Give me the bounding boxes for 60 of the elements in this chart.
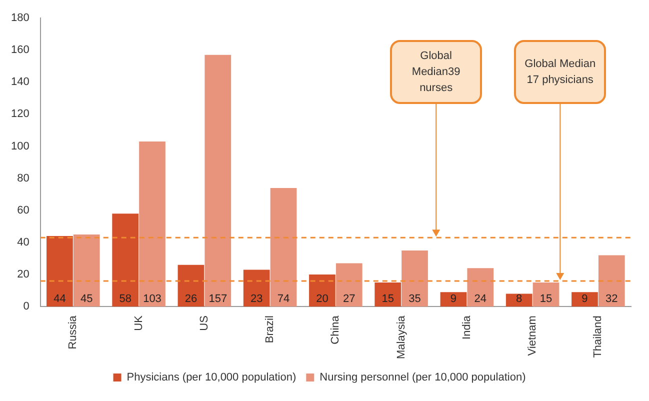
bar xyxy=(46,236,73,307)
x-tick-label: India xyxy=(460,314,473,340)
data-label: 8 xyxy=(516,293,522,306)
data-label: 157 xyxy=(208,293,228,306)
bar xyxy=(112,214,139,307)
data-label: 44 xyxy=(54,293,66,306)
y-tick-label: 20 xyxy=(17,268,30,281)
data-label: 26 xyxy=(184,293,198,306)
data-label: 32 xyxy=(606,293,618,306)
data-label: 20 xyxy=(316,293,328,306)
data-label: 74 xyxy=(277,293,290,306)
bar xyxy=(270,188,297,307)
x-tick-label: Russia xyxy=(67,314,80,350)
data-label: 103 xyxy=(143,293,162,306)
data-label: 15 xyxy=(540,293,552,306)
y-tick-label: 180 xyxy=(10,12,30,24)
bar xyxy=(336,263,362,307)
bar xyxy=(73,234,100,307)
bar xyxy=(402,250,428,307)
x-tick-label: US xyxy=(198,316,210,331)
bar xyxy=(572,292,598,307)
x-tick-label: China xyxy=(330,314,342,344)
x-tick-label: Brazil xyxy=(264,316,276,344)
bar xyxy=(598,255,625,307)
data-label: 9 xyxy=(450,293,457,306)
x-tick-label: Vietnam xyxy=(526,316,539,356)
annotation: Global Median39 nurses xyxy=(410,49,462,96)
bar xyxy=(532,282,560,307)
y-tick-label: 0 xyxy=(23,300,30,313)
bar xyxy=(309,274,336,307)
bar xyxy=(204,54,232,307)
y-tick-label: 100 xyxy=(10,140,30,152)
x-tick-label: Malaysia xyxy=(395,314,408,359)
bar xyxy=(243,270,270,307)
data-label: 24 xyxy=(474,293,487,306)
legend-label: Nursing personnel (per 10,000 population) xyxy=(320,372,526,384)
data-label: 23 xyxy=(250,293,263,306)
callout-box: Global Median39 nurses xyxy=(390,40,482,104)
data-label: 35 xyxy=(408,293,421,306)
bar xyxy=(139,141,166,307)
data-label: 27 xyxy=(343,293,356,306)
y-tick-label: 160 xyxy=(10,44,30,56)
data-label: 45 xyxy=(80,293,93,306)
y-tick-label: 140 xyxy=(10,76,30,88)
y-tick-label: 80 xyxy=(17,172,30,184)
bar xyxy=(467,268,494,307)
y-tick-label: 40 xyxy=(17,236,30,248)
data-label: 58 xyxy=(119,293,132,306)
y-tick-label: 120 xyxy=(10,108,30,120)
data-label: 15 xyxy=(382,293,394,306)
x-tick-label: UK xyxy=(132,314,145,331)
legend-label: Physicians (per 10,000 population) xyxy=(126,372,296,384)
bar xyxy=(440,292,467,307)
data-label: 9 xyxy=(582,293,588,306)
bar xyxy=(374,282,402,307)
x-tick-label: Thailand xyxy=(592,316,604,358)
callout-box: Global Median 17 physicians xyxy=(514,40,606,104)
annotation: Global Median 17 physicians xyxy=(524,57,597,88)
bar xyxy=(178,264,204,307)
y-tick-label: 60 xyxy=(17,204,30,216)
